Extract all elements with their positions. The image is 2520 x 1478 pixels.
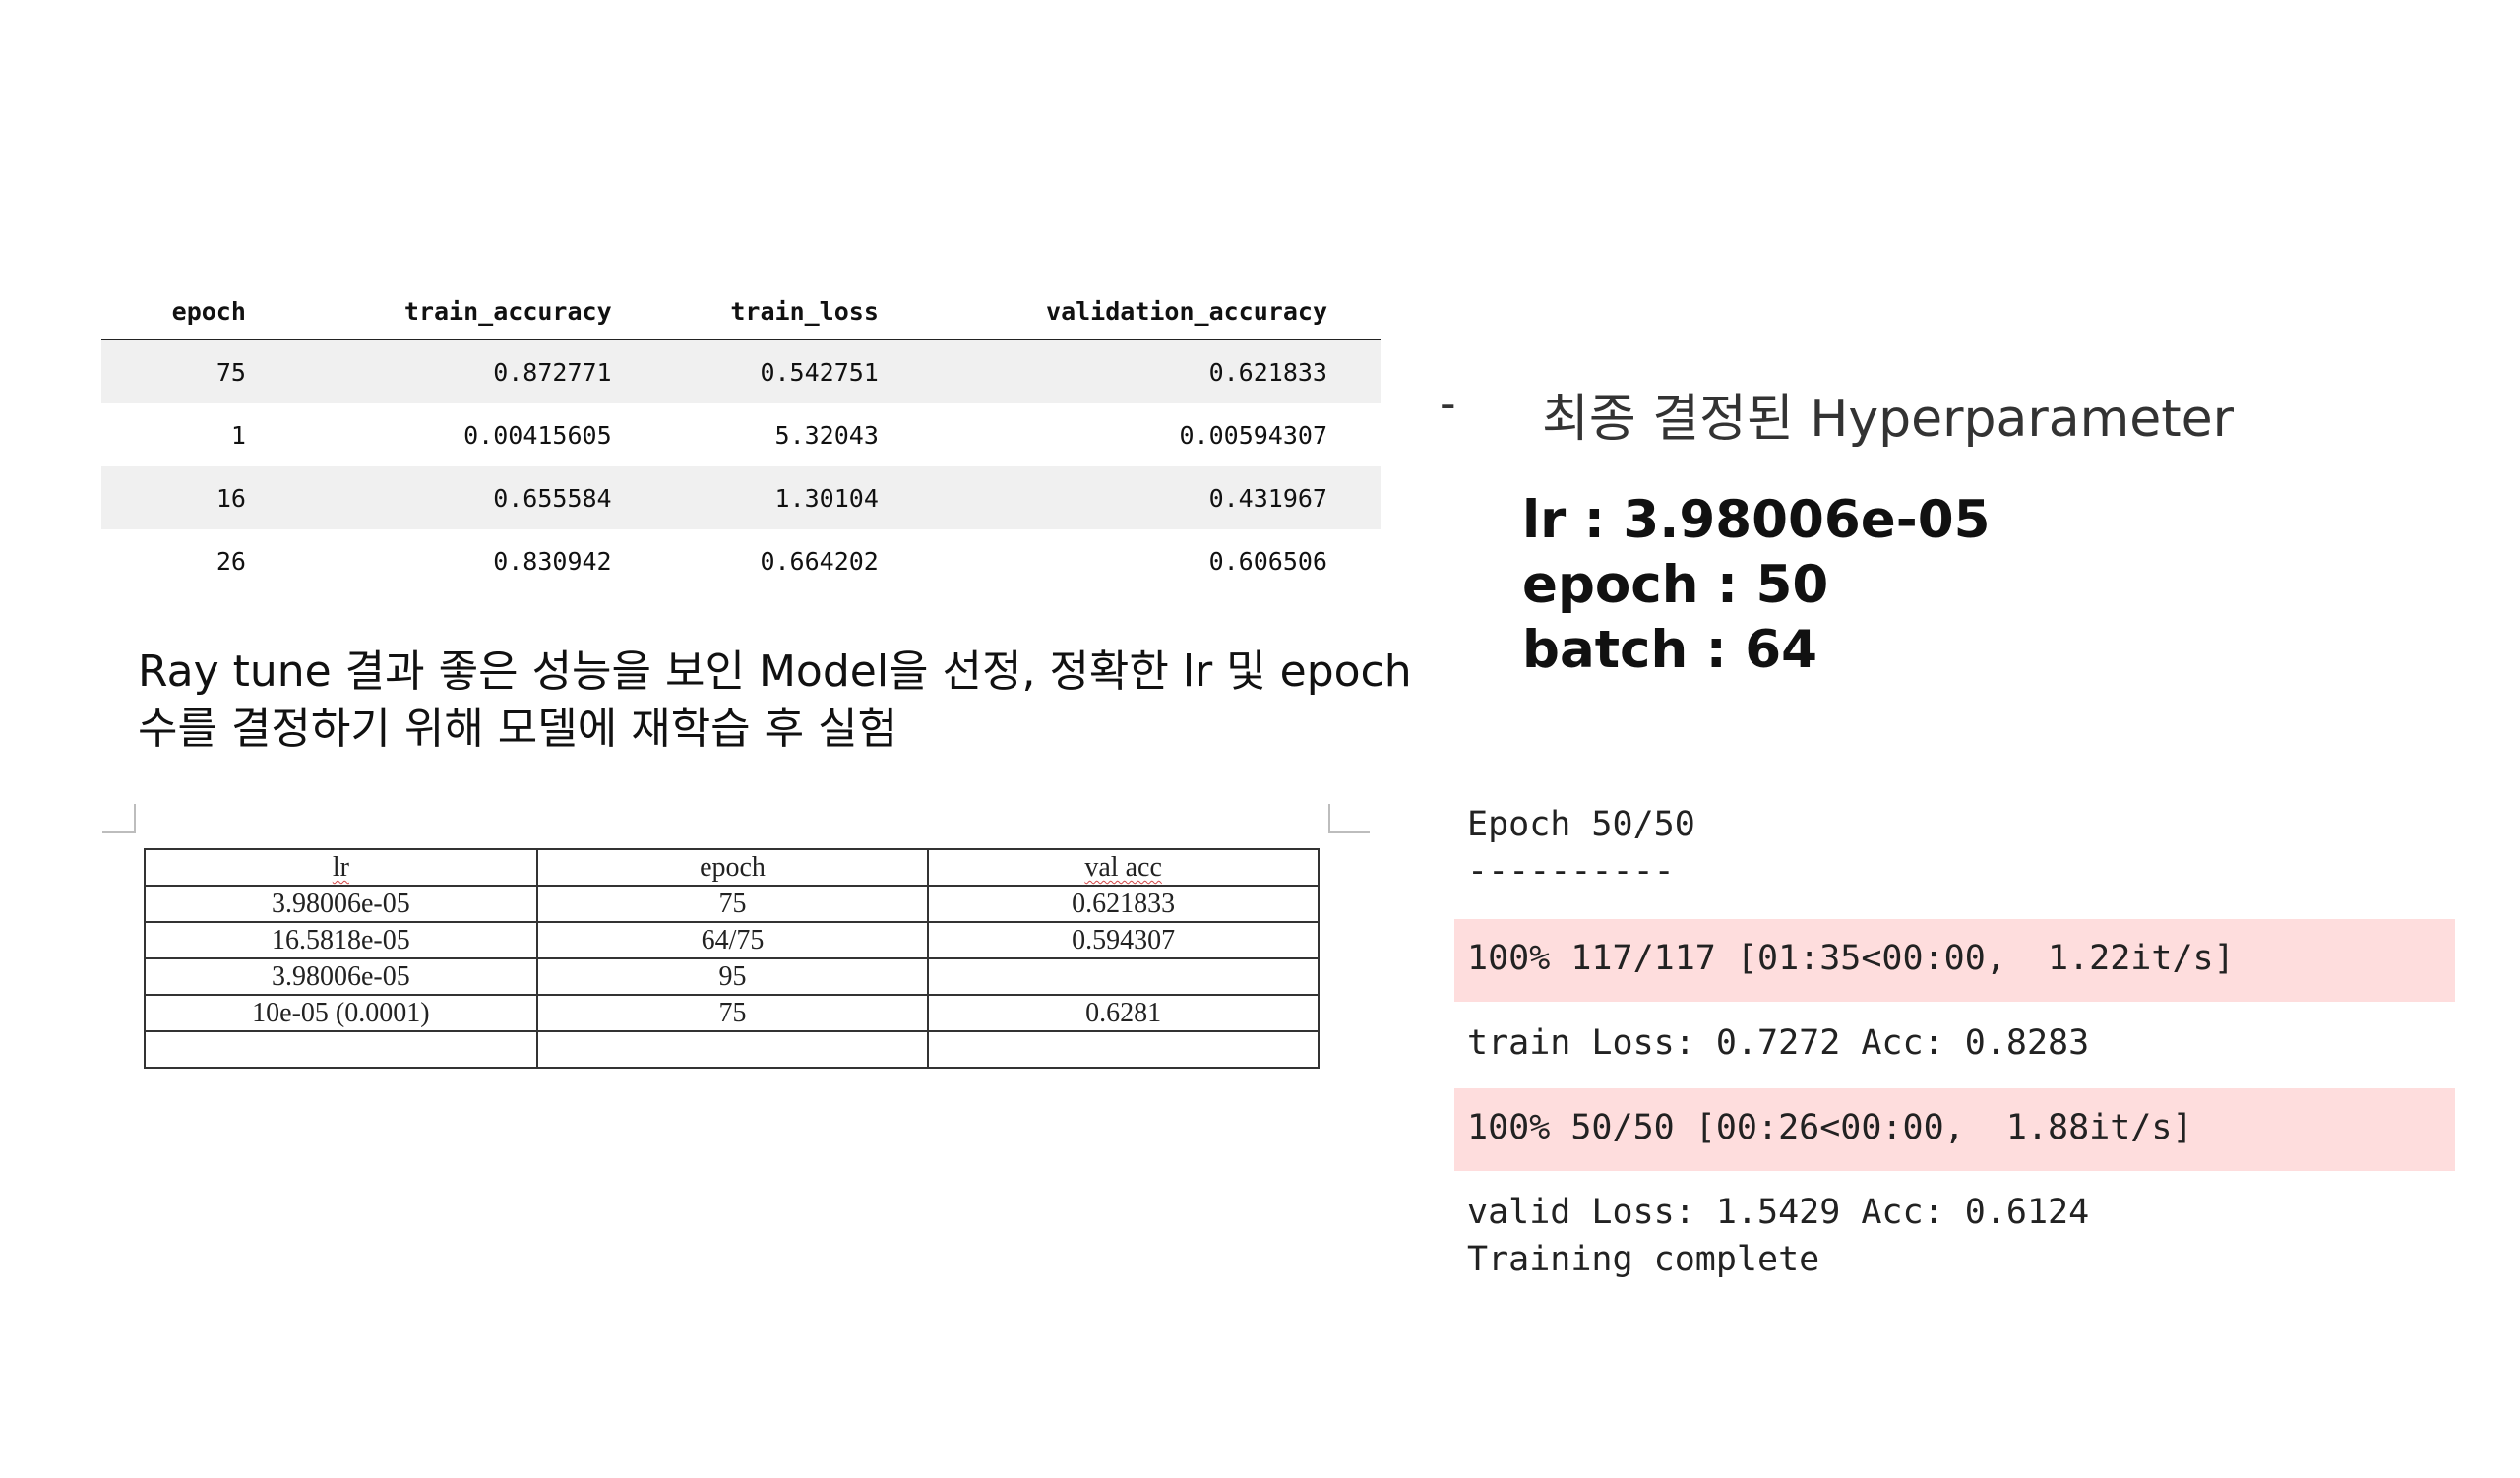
- page-corner-mark: [1328, 804, 1370, 833]
- train-progress-text: 100% 117/117 [01:35<00:00, 1.22it/s]: [1467, 939, 2235, 978]
- log-training-complete: Training complete: [1467, 1240, 1820, 1279]
- cell: 0.594307: [927, 921, 1320, 959]
- log-valid-result: valid Loss: 1.5429 Acc: 0.6124: [1467, 1193, 2090, 1232]
- train-progress-bar: 100% 117/117 [01:35<00:00, 1.22it/s]: [1454, 919, 2455, 1002]
- cell: 0.606506: [1208, 546, 1327, 576]
- table-row: 3.98006e-05 95: [144, 957, 1320, 996]
- cell: 95: [535, 957, 930, 996]
- final-hyperparameter-title: 최종 결정된 Hyperparameter: [1542, 390, 2235, 449]
- hp-epoch: epoch : 50: [1522, 555, 1829, 615]
- cell: 0.00415605: [463, 420, 612, 450]
- table-row: 26 0.830942 0.664202 0.606506: [101, 529, 1381, 592]
- col-train-loss: train_loss: [664, 283, 932, 340]
- cell: 3.98006e-05: [144, 957, 538, 996]
- hp-lr: lr : 3.98006e-05: [1522, 490, 1991, 550]
- cell: 0.655584: [298, 466, 665, 529]
- cell: 16: [101, 466, 299, 529]
- cell: 26: [215, 546, 246, 576]
- table-row: 1 0.00415605 5.32043 0.00594307: [101, 403, 1381, 466]
- cell: 75: [535, 885, 930, 923]
- results-table-header: epoch train_accuracy train_loss validati…: [101, 283, 1381, 340]
- table-row: 3.98006e-05 75 0.621833: [144, 885, 1320, 923]
- cell: 10e-05 (0.0001): [144, 994, 538, 1032]
- col-epoch: epoch: [101, 283, 299, 340]
- cell: [535, 1030, 930, 1069]
- cell: 5.32043: [774, 420, 879, 450]
- caption-line-2: 수를 결정하기 위해 모델에 재학습 후 실험: [138, 704, 898, 754]
- table-row: 16 0.655584 1.30104 0.431967: [101, 466, 1381, 529]
- caption: Ray tune 결과 좋은 성능을 보인 Model을 선정, 정확한 lr …: [138, 644, 1437, 758]
- cell: 0.830942: [493, 546, 612, 576]
- hp-batch: batch : 64: [1522, 620, 1818, 680]
- cell: 75: [535, 994, 930, 1032]
- valid-progress-text: 100% 50/50 [00:26<00:00, 1.88it/s]: [1467, 1108, 2193, 1147]
- cell: 0.664202: [760, 546, 879, 576]
- final-hyperparameter-list: lr : 3.98006e-05 epoch : 50 batch : 64: [1522, 488, 1991, 683]
- log-epoch-line: Epoch 50/50: [1467, 805, 1695, 844]
- table-row: 16.5818e-05 64/75 0.594307: [144, 921, 1320, 959]
- caption-line-1: Ray tune 결과 좋은 성능을 보인 Model을 선정, 정확한 lr …: [138, 647, 1412, 697]
- experiment-table-header: lr epoch val acc: [144, 848, 1320, 887]
- table-row: 75 0.872771 0.542751 0.621833: [101, 339, 1381, 403]
- cell: 75: [101, 339, 299, 403]
- cell: [144, 1030, 538, 1069]
- page-corner-mark: [102, 804, 136, 833]
- results-table: epoch train_accuracy train_loss validati…: [101, 283, 1381, 592]
- cell: 1.30104: [664, 466, 932, 529]
- cell: 0.872771: [298, 339, 665, 403]
- experiment-table: lr epoch val acc 3.98006e-05 75 0.621833…: [144, 848, 1320, 1069]
- col-train-accuracy: train_accuracy: [298, 283, 665, 340]
- log-train-result: train Loss: 0.7272 Acc: 0.8283: [1467, 1023, 2090, 1063]
- col-epoch: epoch: [535, 848, 930, 887]
- cell: 16.5818e-05: [144, 921, 538, 959]
- cell: [927, 1030, 1320, 1069]
- valid-progress-bar: 100% 50/50 [00:26<00:00, 1.88it/s]: [1454, 1088, 2455, 1171]
- cell: 0.621833: [931, 339, 1381, 403]
- col-lr: lr: [332, 852, 349, 883]
- cell: 0.621833: [927, 885, 1320, 923]
- log-separator: ----------: [1467, 851, 1675, 891]
- cell: 1: [230, 420, 246, 450]
- cell: [927, 957, 1320, 996]
- col-val-acc: val acc: [1084, 852, 1162, 883]
- cell: 0.6281: [927, 994, 1320, 1032]
- bullet-dash: -: [1440, 377, 1456, 430]
- cell: 0.431967: [931, 466, 1381, 529]
- col-validation-accuracy: validation_accuracy: [931, 283, 1381, 340]
- cell: 0.00594307: [1179, 420, 1327, 450]
- table-row: [144, 1030, 1320, 1069]
- table-row: 10e-05 (0.0001) 75 0.6281: [144, 994, 1320, 1032]
- cell: 3.98006e-05: [144, 885, 538, 923]
- cell: 64/75: [535, 921, 930, 959]
- cell: 0.542751: [664, 339, 932, 403]
